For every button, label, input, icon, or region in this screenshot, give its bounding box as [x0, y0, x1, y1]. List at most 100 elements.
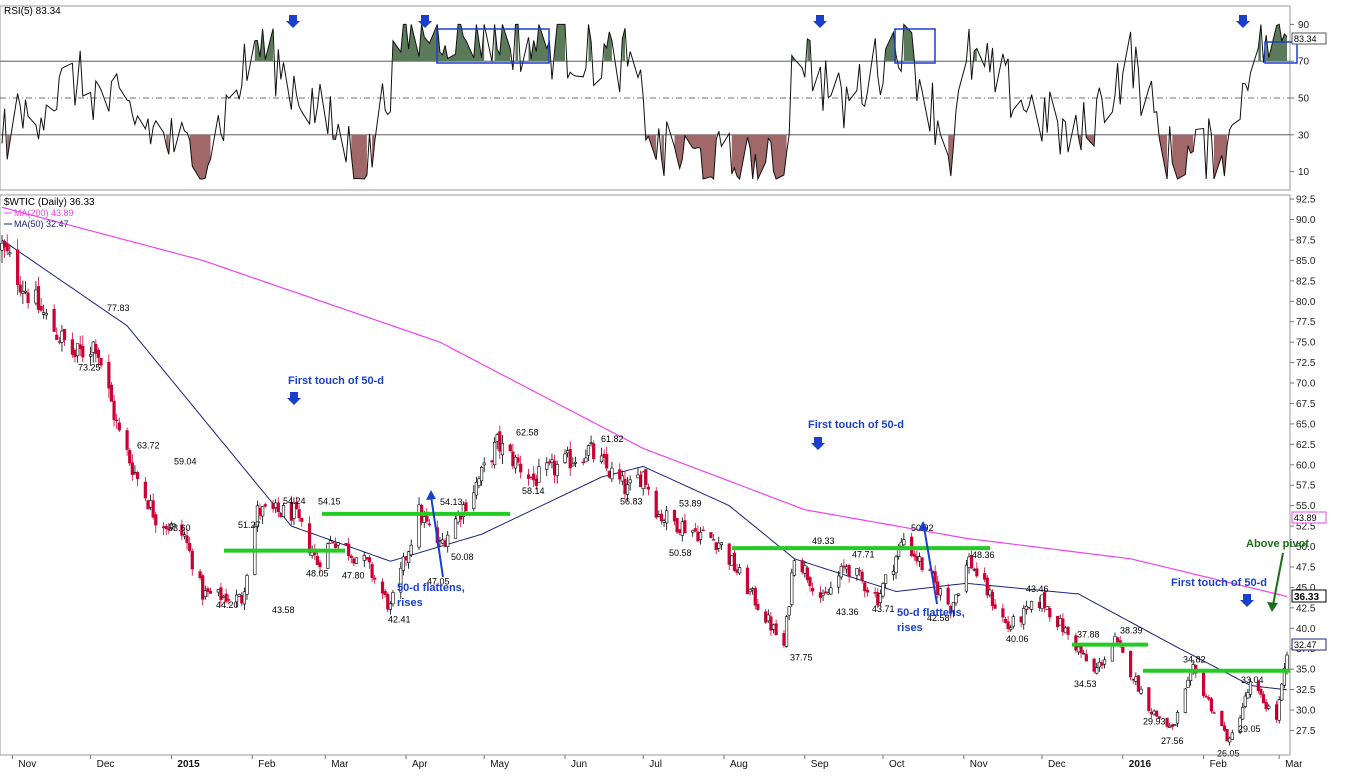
price-tick-label: 70.0	[1296, 379, 1316, 390]
candle-body	[180, 524, 184, 536]
price-tick-label: 52.5	[1296, 522, 1316, 533]
candle-body	[665, 510, 669, 524]
candle-body	[89, 353, 93, 357]
candle-body	[78, 344, 82, 350]
candle-body	[1264, 701, 1268, 710]
candle-body	[1152, 710, 1156, 715]
candle-body	[1204, 696, 1208, 698]
candle-body	[912, 553, 916, 557]
price-tick-label: 75.0	[1296, 338, 1316, 349]
candle-body	[881, 583, 885, 597]
candle-body	[693, 528, 697, 532]
rsi-zone-fill	[554, 24, 565, 62]
candle-body	[112, 400, 116, 421]
candle-body	[602, 453, 606, 459]
price-tick-label: 87.5	[1296, 235, 1316, 246]
candle-body	[618, 469, 622, 480]
candle-body	[748, 589, 752, 592]
candle-body	[1207, 697, 1211, 700]
candle-body	[334, 543, 338, 549]
candle-body	[154, 514, 158, 526]
candle-body	[644, 469, 648, 486]
candle-body	[738, 567, 742, 574]
candle-body	[696, 531, 700, 542]
candle-body	[1082, 653, 1086, 655]
rsi-tick-label: 30	[1298, 130, 1310, 141]
rsi-zone-fill	[588, 24, 592, 62]
candle-body	[508, 444, 512, 452]
candle-body	[946, 587, 950, 605]
candle-body	[954, 594, 958, 604]
candle-body	[1285, 654, 1289, 671]
rsi-zone-fill	[1266, 24, 1287, 62]
candle-body	[344, 542, 348, 546]
candle-body	[683, 520, 687, 534]
candle-body	[331, 541, 335, 544]
candle-body	[1061, 618, 1065, 633]
candle-body	[201, 575, 205, 600]
candle-body	[203, 590, 207, 597]
price-label: 77.83	[107, 303, 130, 313]
candle-body	[586, 445, 591, 456]
annotation-arrow-down-icon	[287, 392, 301, 405]
price-label: 47.05	[427, 577, 450, 587]
price-label: 40.06	[1006, 634, 1029, 644]
candle-body	[513, 456, 518, 469]
candle-body	[1100, 662, 1104, 666]
candle-body	[751, 588, 755, 591]
candle-body	[547, 461, 551, 464]
candle-body	[300, 517, 304, 522]
candle-body	[1277, 699, 1281, 721]
candle-body	[185, 535, 189, 544]
candle-body	[818, 592, 823, 598]
candle-body	[581, 461, 585, 464]
candle-body	[555, 464, 559, 477]
annotation-first-touch-3: First touch of 50-d	[1171, 577, 1267, 589]
rsi-zone-fill	[528, 24, 550, 62]
candle-body	[198, 571, 202, 579]
price-label: 62.58	[516, 428, 539, 438]
candle-body	[920, 557, 924, 571]
annotations	[287, 392, 1284, 612]
candle-body	[318, 562, 322, 568]
candle-body	[1011, 616, 1015, 627]
candle-body	[1220, 710, 1224, 726]
candle-body	[1175, 711, 1180, 724]
annotation-arrow-head-icon	[1267, 602, 1278, 612]
candle-body	[367, 557, 372, 563]
x-tick-label: 2015	[177, 759, 200, 770]
candle-body	[1022, 608, 1026, 625]
candle-body	[495, 434, 499, 442]
candle-body	[857, 570, 862, 572]
rsi-tick-label: 10	[1298, 167, 1310, 178]
rsi-arrow-down-icon	[813, 15, 827, 28]
price-label: 29.05	[1238, 724, 1261, 734]
price-label: 63.72	[137, 440, 160, 450]
price-label: 48.05	[306, 568, 329, 578]
x-tick-label: Dec	[97, 759, 115, 770]
candle-body	[34, 289, 38, 304]
candle-body	[477, 478, 481, 486]
candle-body	[70, 339, 74, 355]
candle-body	[956, 593, 961, 596]
candle-body	[1274, 704, 1279, 720]
candle-body	[607, 470, 611, 478]
candle-body	[75, 343, 80, 357]
candle-body	[271, 502, 275, 510]
candle-body	[545, 462, 549, 470]
candle-body	[1009, 627, 1013, 630]
price-tick-label: 82.5	[1296, 276, 1316, 287]
x-tick-label: Jul	[649, 759, 662, 770]
candle-body	[1042, 592, 1047, 608]
price-label: 43.71	[872, 604, 895, 614]
candle-body	[1246, 692, 1250, 699]
candle-body	[766, 614, 770, 622]
x-tick-label: Nov	[970, 759, 988, 770]
candle-body	[1209, 698, 1214, 712]
candle-body	[1201, 672, 1206, 696]
candle-body	[94, 344, 98, 354]
candle-body	[782, 633, 786, 646]
price-tick-label: 72.5	[1296, 358, 1316, 369]
candle-body	[628, 479, 632, 484]
